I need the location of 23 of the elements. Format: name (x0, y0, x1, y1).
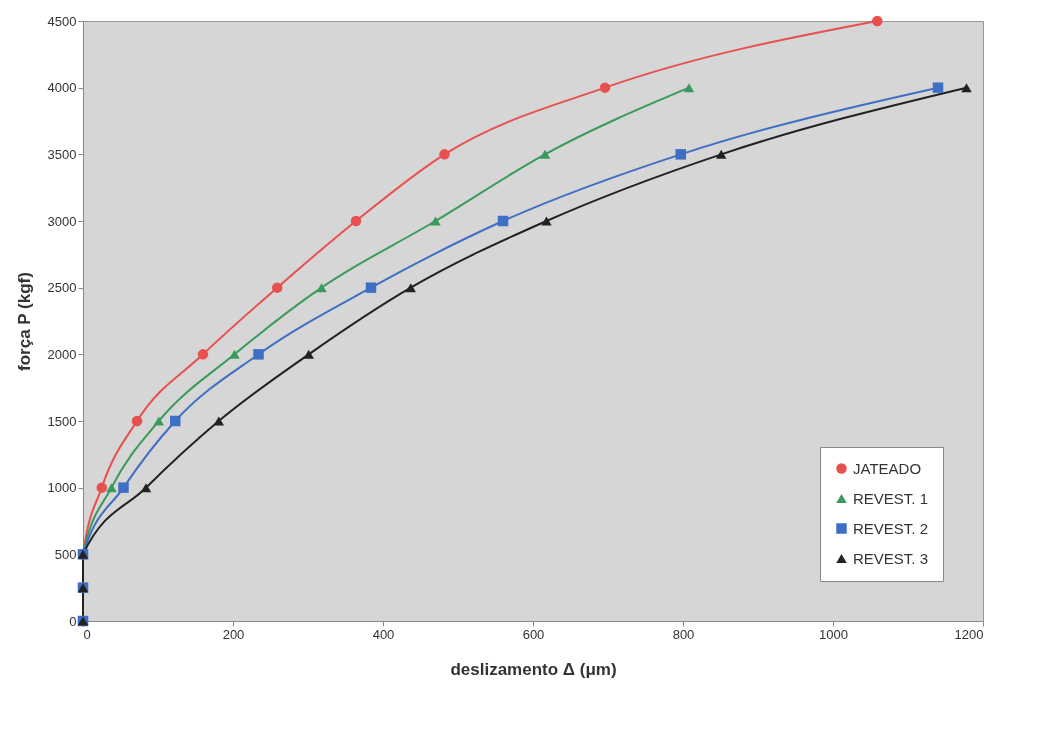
y-axis-title: força P (kgf) (14, 272, 34, 371)
x-axis-title: deslizamento Δ (μm) (450, 659, 617, 679)
x-tick-label: 1200 (954, 626, 984, 642)
y-tick-label: 500 (54, 546, 77, 562)
x-tick-label: 800 (672, 626, 695, 642)
y-tick-label: 0 (69, 613, 77, 629)
legend-label: REVEST. 1 (853, 489, 929, 507)
legend-label: JATEADO (853, 459, 922, 477)
y-tick-label: 2500 (47, 280, 77, 296)
y-tick-label: 3000 (47, 213, 77, 229)
y-tick-label: 1000 (47, 480, 77, 496)
x-tick-label: 200 (222, 626, 245, 642)
y-tick-label: 4000 (47, 80, 77, 96)
legend-label: REVEST. 2 (853, 519, 929, 537)
x-tick-label: 400 (372, 626, 395, 642)
x-tick-label: 1000 (819, 626, 848, 642)
x-tick-label: 0 (83, 626, 91, 642)
x-tick-label: 600 (522, 626, 545, 642)
legend-label: REVEST. 3 (853, 549, 929, 567)
y-tick-label: 2000 (47, 346, 77, 362)
y-tick-label: 4500 (47, 13, 77, 29)
y-tick-label: 3500 (47, 146, 77, 162)
y-tick-label: 1500 (47, 413, 77, 429)
